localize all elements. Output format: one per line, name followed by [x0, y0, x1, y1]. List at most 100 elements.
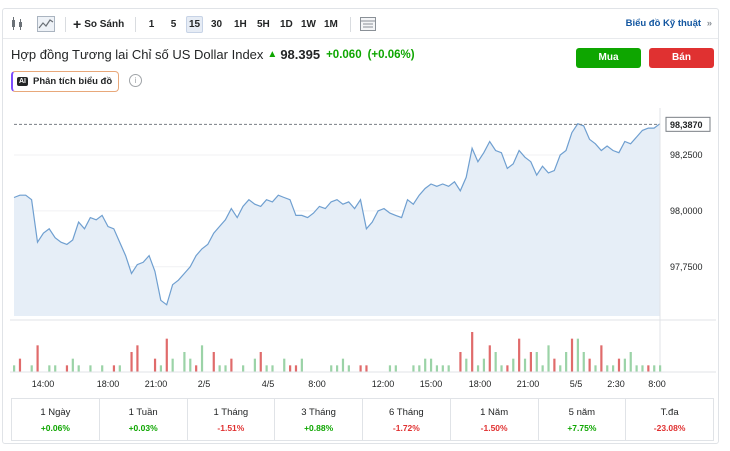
technical-chart-link[interactable]: Biểu đồ Kỹ thuật » — [626, 18, 712, 29]
volume-bar — [36, 345, 39, 372]
volume-bar — [341, 358, 345, 372]
table-icon[interactable] — [359, 16, 377, 32]
timeframe-1w[interactable]: 1W — [301, 19, 316, 30]
volume-bar — [635, 365, 638, 372]
performance-cell[interactable]: 6 Tháng -1.72% — [363, 399, 451, 440]
volume-bar — [629, 352, 632, 372]
info-icon[interactable]: i — [129, 74, 142, 87]
double-chevron-right-icon: » — [706, 18, 712, 29]
buy-button[interactable]: Mua — [576, 48, 641, 68]
instrument-header: Hợp đồng Tương lai Chỉ số US Dollar Inde… — [11, 47, 415, 62]
volume-bar — [553, 358, 556, 372]
performance-cell[interactable]: T.đa -23.08% — [626, 399, 713, 440]
ai-chart-analysis-button[interactable]: AI Phân tích biểu đồ — [11, 71, 120, 92]
timeframe-1m[interactable]: 1M — [324, 19, 338, 30]
compare-button[interactable]: + So Sánh — [73, 15, 124, 33]
timeframe-15[interactable]: 15 — [186, 16, 204, 33]
up-arrow-icon: ▲ — [267, 49, 278, 60]
volume-bar — [482, 358, 486, 372]
performance-value: +0.88% — [304, 423, 334, 433]
volume-bar — [412, 365, 415, 372]
volume-bar — [165, 338, 168, 372]
plus-icon: + — [73, 16, 82, 32]
price-area-fill — [14, 123, 660, 316]
candlestick-icon[interactable] — [9, 16, 27, 32]
technical-chart-label: Biểu đồ Kỹ thuật — [625, 18, 702, 29]
volume-bar — [600, 345, 603, 372]
volume-bar — [647, 365, 650, 372]
x-tick-label: 2:30 — [607, 379, 625, 389]
performance-cell[interactable]: 3 Tháng +0.88% — [275, 399, 363, 440]
x-tick-label: 12:00 — [372, 379, 395, 389]
volume-bar — [547, 345, 550, 372]
toolbar-divider — [135, 17, 136, 32]
volume-bar — [101, 365, 104, 372]
volume-bar — [500, 365, 503, 372]
performance-cell[interactable]: 1 Năm -1.50% — [451, 399, 539, 440]
timeframe-1[interactable]: 1 — [148, 19, 155, 30]
ai-badge: AI — [17, 77, 28, 86]
volume-bar — [512, 358, 515, 372]
volume-bar — [224, 365, 227, 372]
volume-bar — [488, 345, 491, 372]
volume-bar — [394, 365, 397, 372]
performance-value: -1.50% — [480, 423, 508, 433]
volume-bar — [529, 352, 532, 372]
volume-bar — [476, 365, 480, 372]
volume-bar — [365, 365, 368, 372]
volume-bar — [153, 358, 157, 372]
timeframe-1h[interactable]: 1H — [234, 19, 247, 30]
volume-bar — [242, 365, 245, 372]
performance-period: 1 Tháng — [213, 407, 249, 418]
volume-bar — [617, 358, 621, 372]
chart-toolbar: + So Sánh 1 5 15 30 1H 5H 1D 1W 1M Biểu … — [3, 9, 718, 39]
performance-cell[interactable]: 1 Tháng -1.51% — [188, 399, 276, 440]
volume-bar — [294, 365, 298, 372]
performance-cell[interactable]: 5 năm +7.75% — [539, 399, 627, 440]
x-tick-label: 21:00 — [517, 379, 540, 389]
performance-value: +0.03% — [128, 423, 158, 433]
volume-bar — [195, 365, 198, 372]
area-chart-icon[interactable] — [37, 16, 55, 32]
timeframe-5[interactable]: 5 — [170, 19, 177, 30]
volume-bar — [623, 358, 626, 372]
volume-bar — [653, 365, 656, 372]
volume-bar — [418, 365, 421, 372]
timeframe-30[interactable]: 30 — [211, 19, 223, 30]
volume-bar — [130, 352, 133, 372]
toolbar-divider — [65, 17, 66, 32]
volume-bar — [388, 365, 392, 372]
volume-bar — [300, 358, 303, 372]
volume-bar — [606, 365, 609, 372]
performance-cell[interactable]: 1 Tuần +0.03% — [100, 399, 188, 440]
volume-bar — [183, 352, 186, 372]
volume-bar — [359, 365, 362, 372]
x-tick-label: 15:00 — [420, 379, 443, 389]
volume-bar — [283, 358, 286, 372]
performance-period: T.đa — [660, 407, 679, 418]
y-tick-label: 97,7500 — [670, 262, 703, 272]
volume-bar — [441, 365, 444, 372]
volume-bar — [429, 358, 433, 372]
x-tick-label: 18:00 — [469, 379, 492, 389]
sell-button[interactable]: Bán — [649, 48, 714, 68]
price-chart[interactable]: Investing.com98,250098,000097,750098,387… — [10, 104, 716, 394]
volume-bar — [77, 365, 80, 372]
y-tick-label: 98,0000 — [670, 206, 703, 216]
volume-bar — [330, 365, 333, 372]
performance-value: -23.08% — [653, 423, 686, 433]
volume-bar — [71, 358, 74, 372]
timeframe-5h[interactable]: 5H — [257, 19, 270, 30]
timeframe-1d[interactable]: 1D — [280, 19, 293, 30]
volume-bar — [212, 352, 215, 372]
volume-bar — [336, 365, 339, 372]
performance-cell[interactable]: 1 Ngày +0.06% — [12, 399, 100, 440]
volume-bar — [465, 358, 468, 372]
volume-bar — [588, 358, 591, 372]
x-tick-label: 18:00 — [97, 379, 120, 389]
volume-bar — [200, 345, 204, 372]
volume-bar — [48, 365, 51, 372]
volume-bar — [265, 365, 268, 372]
volume-bar — [435, 365, 439, 372]
volume-bar — [118, 365, 121, 372]
